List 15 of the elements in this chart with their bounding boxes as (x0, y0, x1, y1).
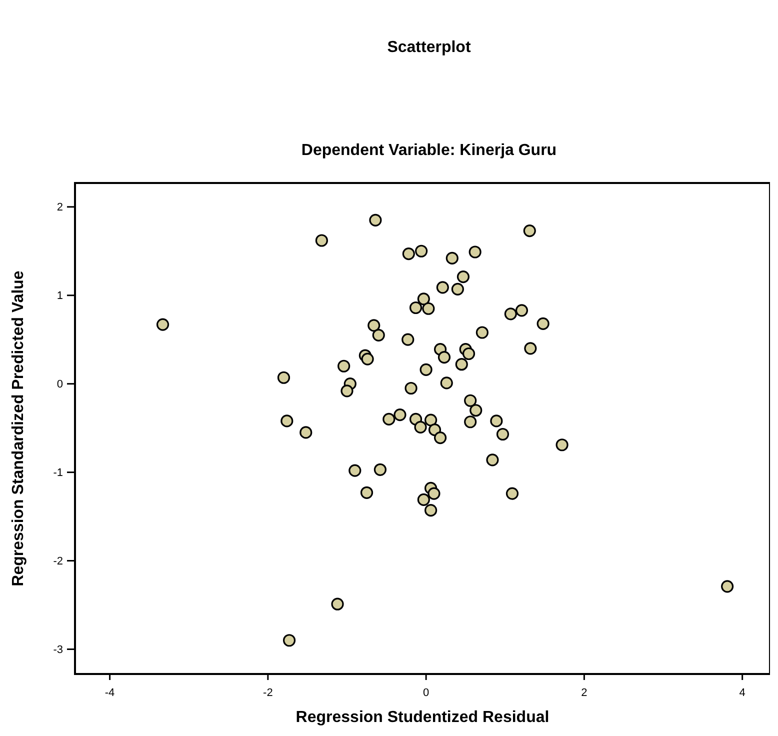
x-axis-title: Regression Studentized Residual (296, 709, 550, 726)
y-axis-title: Regression Standardized Predicted Value (10, 270, 27, 586)
y-tick-label: -3 (53, 644, 63, 656)
chart-title: Scatterplot (387, 39, 472, 56)
x-tick-label: -2 (263, 687, 273, 699)
y-tick-label: -1 (53, 467, 63, 480)
y-tick-label: -2 (53, 556, 63, 568)
y-tick-label: 2 (56, 202, 63, 214)
y-tick-label: 1 (56, 290, 63, 302)
chart-subtitle: Dependent Variable: Kinerja Guru (301, 142, 557, 159)
x-tick-label: 2 (581, 687, 588, 699)
x-tick-label: 0 (422, 687, 430, 699)
x-tick-label: 4 (739, 687, 746, 699)
x-tick-label: -4 (104, 687, 115, 699)
y-tick-label: 0 (56, 378, 63, 391)
